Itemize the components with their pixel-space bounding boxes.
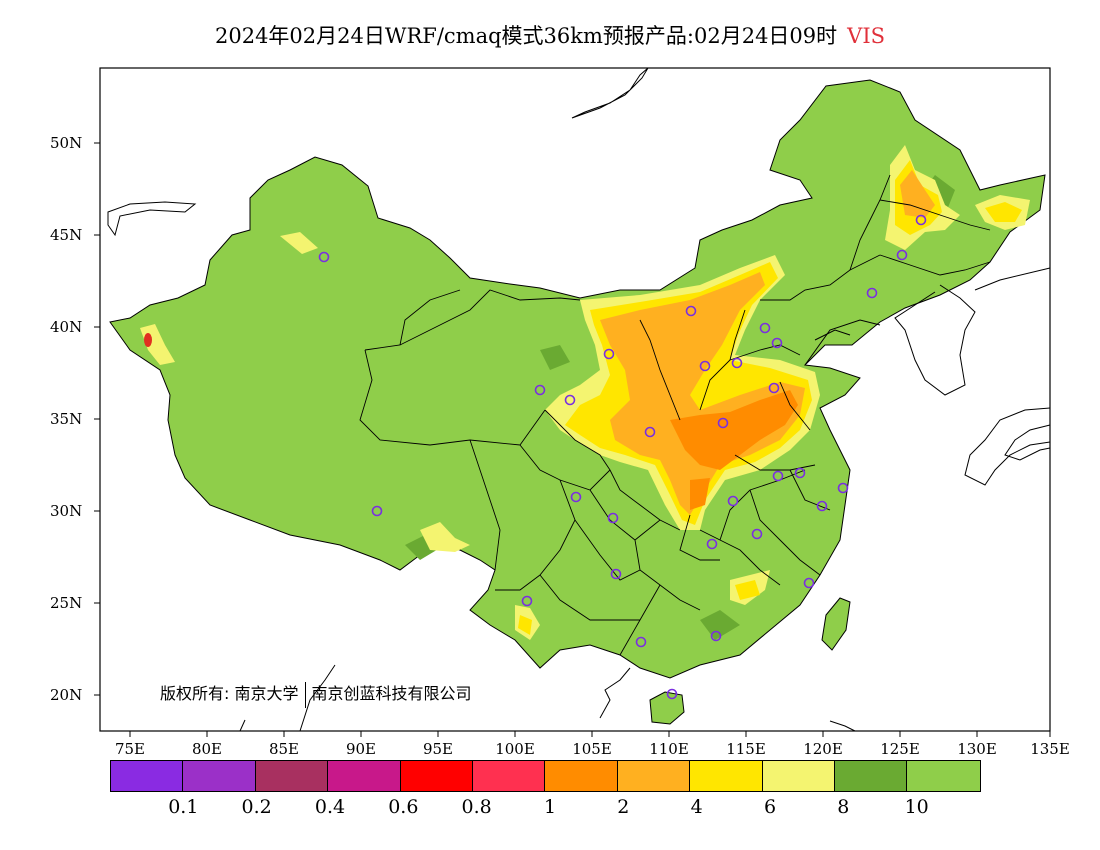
lat-label: 50N xyxy=(50,134,83,152)
colorbar-swatch xyxy=(834,761,908,791)
colorbar-label: 10 xyxy=(904,796,929,818)
station-marker xyxy=(731,357,743,369)
lat-ticks xyxy=(94,142,100,696)
station-marker xyxy=(915,214,927,226)
lon-label: 95E xyxy=(422,740,454,758)
colorbar xyxy=(110,760,981,792)
station-marker xyxy=(803,577,815,589)
station-marker xyxy=(727,495,739,507)
copyright-org2: 南京创蓝科技有限公司 xyxy=(311,684,472,703)
station-marker xyxy=(771,337,783,349)
station-marker xyxy=(794,467,806,479)
colorbar-swatch xyxy=(255,761,329,791)
lon-label: 120E xyxy=(803,740,843,758)
colorbar-label: 1 xyxy=(543,796,557,818)
colorbar-swatch xyxy=(617,761,691,791)
china-landmass xyxy=(109,79,1046,679)
colorbar-swatch xyxy=(762,761,835,791)
lon-label: 135E xyxy=(1030,740,1070,758)
copyright-org1: 南京大学 xyxy=(234,684,299,703)
colorbar-label: 6 xyxy=(763,796,777,818)
station-marker xyxy=(570,491,582,503)
colorbar-swatch xyxy=(400,761,473,791)
lat-label: 30N xyxy=(50,502,83,520)
copyright-notice: 版权所有: 南京大学 南京创蓝科技有限公司 xyxy=(160,680,472,708)
station-marker xyxy=(610,568,622,580)
lat-label: 35N xyxy=(50,410,83,428)
station-marker xyxy=(666,688,678,700)
map-title: 2024年02月24日WRF/cmaq模式36km预报产品:02月24日09时 V… xyxy=(0,20,1100,50)
station-marker xyxy=(706,538,718,550)
station-marker xyxy=(685,305,697,317)
station-marker xyxy=(603,348,615,360)
plot-frame xyxy=(99,67,1051,732)
station-marker xyxy=(717,417,729,429)
colorbar-label: 0.4 xyxy=(314,796,346,818)
coastlines xyxy=(107,67,1051,732)
visibility-red-spot xyxy=(144,333,152,347)
colorbar-swatch xyxy=(111,761,184,791)
copyright-separator xyxy=(304,681,306,708)
colorbar-label: 0.1 xyxy=(168,796,199,818)
lon-label: 105E xyxy=(572,740,612,758)
colorbar-swatch xyxy=(690,761,763,791)
station-marker xyxy=(371,505,383,517)
lat-label: 25N xyxy=(50,594,83,612)
lat-label: 40N xyxy=(50,318,83,336)
station-marker xyxy=(534,384,546,396)
hainan-island xyxy=(649,691,685,725)
lat-label: 20N xyxy=(50,686,83,704)
lon-label: 100E xyxy=(495,740,535,758)
station-marker xyxy=(564,394,576,406)
station-marker xyxy=(521,595,533,607)
station-marker xyxy=(816,500,828,512)
station-marker xyxy=(644,426,656,438)
station-marker xyxy=(837,482,849,494)
colorbar-label: 0.8 xyxy=(461,796,492,818)
lon-label: 85E xyxy=(268,740,300,758)
visibility-light-orange xyxy=(600,170,935,515)
station-marker xyxy=(635,636,647,648)
station-marker xyxy=(768,382,780,394)
station-marker xyxy=(318,251,330,263)
lon-label: 90E xyxy=(345,740,377,758)
station-marker xyxy=(759,322,771,334)
station-marker xyxy=(607,512,619,524)
province-boundaries xyxy=(359,174,991,656)
title-main: 2024年02月24日WRF/cmaq模式36km预报产品:02月24日09时 xyxy=(214,24,838,48)
title-variable: VIS xyxy=(847,24,886,48)
colorbar-label: 4 xyxy=(690,796,703,818)
lon-ticks xyxy=(129,731,1051,737)
lon-label: 125E xyxy=(880,740,920,758)
colorbar-swatch xyxy=(545,761,618,791)
lon-label: 75E xyxy=(114,740,146,758)
station-markers xyxy=(318,214,927,700)
colorbar-swatch xyxy=(907,761,980,791)
colorbar-swatch xyxy=(328,761,401,791)
station-marker xyxy=(710,630,722,642)
lon-label: 110E xyxy=(649,740,689,758)
colorbar-swatch xyxy=(472,761,546,791)
colorbar-swatch xyxy=(183,761,256,791)
lon-label: 80E xyxy=(191,740,223,758)
copyright-prefix: 版权所有: xyxy=(160,684,230,703)
colorbar-label: 0.2 xyxy=(241,796,272,818)
station-marker xyxy=(751,528,763,540)
lat-label: 45N xyxy=(50,226,83,244)
station-marker xyxy=(699,360,711,372)
visibility-orange xyxy=(670,390,798,510)
lon-label: 115E xyxy=(726,740,766,758)
colorbar-label: 8 xyxy=(837,796,850,818)
station-marker xyxy=(866,287,878,299)
taiwan-island xyxy=(821,597,851,651)
lon-label: 130E xyxy=(957,740,997,758)
station-marker xyxy=(772,470,784,482)
colorbar-label: 2 xyxy=(617,796,630,818)
colorbar-label: 0.6 xyxy=(388,796,419,818)
station-marker xyxy=(896,249,908,261)
